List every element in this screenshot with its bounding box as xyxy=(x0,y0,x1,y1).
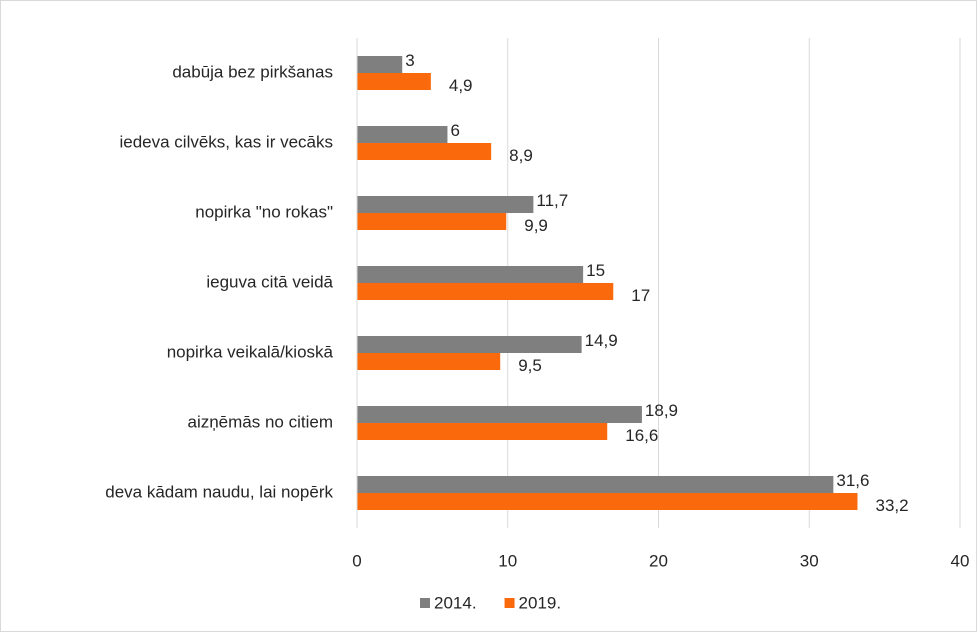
bar xyxy=(357,283,614,300)
data-label: 33,2 xyxy=(875,496,908,515)
bar xyxy=(357,353,501,370)
data-label: 3 xyxy=(405,51,414,70)
x-tick-label: 10 xyxy=(498,551,517,570)
data-label: 4,9 xyxy=(449,76,473,95)
bar xyxy=(357,213,507,230)
legend-swatch xyxy=(504,598,515,608)
bar xyxy=(357,266,584,283)
data-label: 14,9 xyxy=(585,331,618,350)
y-tick-label: nopirka "no rokas" xyxy=(195,202,333,221)
legend-swatch xyxy=(420,598,430,608)
bar xyxy=(357,476,834,493)
y-tick-label: nopirka veikalā/kioskā xyxy=(167,342,334,361)
data-label: 31,6 xyxy=(836,471,869,490)
bar xyxy=(357,423,608,440)
y-tick-label: dabūja bez pirkšanas xyxy=(172,62,333,81)
y-tick-label: ieguva citā veidā xyxy=(206,272,333,291)
data-label: 9,9 xyxy=(524,216,548,235)
y-tick-label: aizņēmās no citiem xyxy=(187,412,333,431)
legend-label: 2014. xyxy=(434,593,477,612)
data-label: 11,7 xyxy=(536,191,568,210)
x-tick-label: 0 xyxy=(352,551,361,570)
bar xyxy=(357,73,431,90)
x-tick-label: 20 xyxy=(649,551,668,570)
bar xyxy=(357,406,642,423)
legend-label: 2019. xyxy=(519,593,562,612)
x-tick-label: 30 xyxy=(800,551,819,570)
data-label: 18,9 xyxy=(645,401,678,420)
data-label: 15 xyxy=(586,261,605,280)
data-label: 8,9 xyxy=(509,146,533,165)
bar xyxy=(357,493,858,510)
y-tick-label: deva kādam naudu, lai nopērk xyxy=(105,482,333,501)
data-label: 16,6 xyxy=(625,426,658,445)
data-label: 6 xyxy=(450,121,459,140)
bar xyxy=(357,126,448,143)
data-label: 9,5 xyxy=(518,356,542,375)
bar xyxy=(357,336,582,353)
x-tick-label: 40 xyxy=(951,551,970,570)
bar xyxy=(357,143,492,160)
bar xyxy=(357,56,403,73)
y-tick-label: iedeva cilvēks, kas ir vecāks xyxy=(119,132,333,151)
bar xyxy=(357,196,534,213)
data-label: 17 xyxy=(631,286,650,305)
